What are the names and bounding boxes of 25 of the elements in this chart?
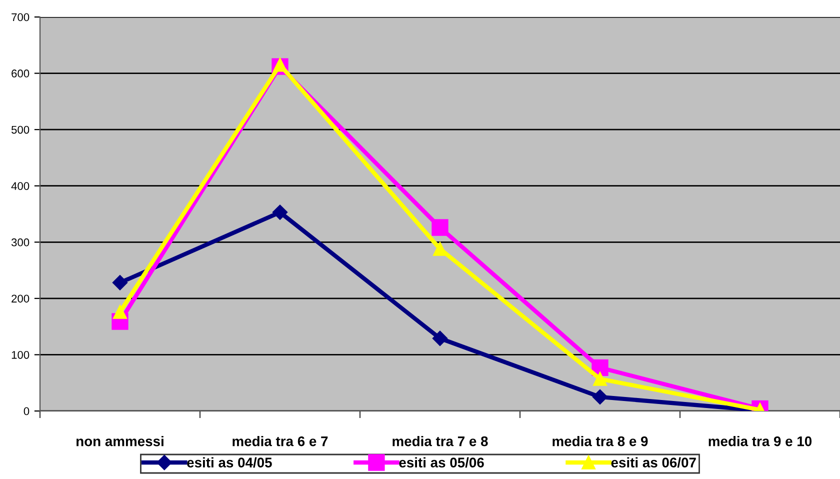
legend-label: esiti as 05/06 <box>399 457 484 468</box>
point <box>593 372 607 386</box>
point <box>592 389 608 404</box>
y-tick-label: 100 <box>12 350 30 359</box>
x-tick-label: media tra 7 e 8 <box>392 436 488 446</box>
y-tick-label: 0 <box>24 407 30 416</box>
x-tick-label: media tra 9 e 10 <box>708 436 812 446</box>
point <box>272 204 288 220</box>
x-tick-label: media tra 8 e 9 <box>552 436 648 446</box>
point <box>433 242 447 256</box>
y-tick-label: 700 <box>12 13 30 22</box>
legend-label: esiti as 06/07 <box>611 457 696 468</box>
legend-label: esiti as 04/05 <box>187 457 272 468</box>
point <box>112 275 128 290</box>
y-tick-label: 600 <box>12 70 30 78</box>
y-tick-label: 400 <box>11 182 30 190</box>
point <box>432 219 448 236</box>
x-tick-label: non ammessi <box>76 436 164 446</box>
point <box>273 58 287 72</box>
x-tick-label: media tra 6 e 7 <box>232 436 328 446</box>
y-tick-label: 500 <box>11 126 30 134</box>
point <box>432 330 448 346</box>
point <box>113 304 127 319</box>
y-tick-label: 300 <box>11 238 30 246</box>
y-tick-label: 200 <box>12 294 30 303</box>
